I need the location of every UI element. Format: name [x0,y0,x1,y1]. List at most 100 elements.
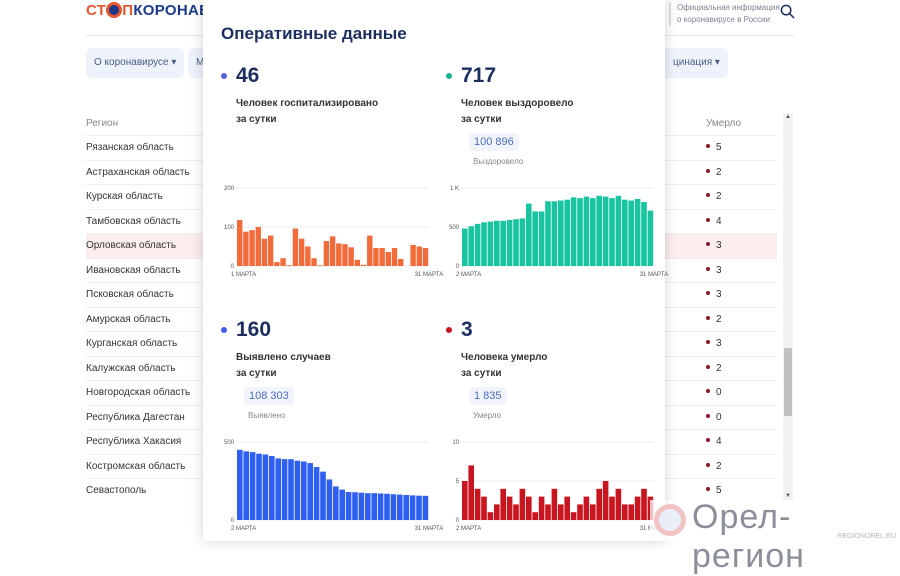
bar[interactable] [596,195,602,266]
bar[interactable] [288,459,294,520]
bar[interactable] [348,247,354,266]
bar[interactable] [274,262,280,266]
bar[interactable] [237,219,243,266]
bar[interactable] [262,454,269,520]
bar[interactable] [329,236,336,266]
bar[interactable] [641,488,647,520]
bar[interactable] [269,456,275,520]
bar[interactable] [622,199,628,266]
bar[interactable] [398,258,404,266]
search-icon[interactable] [780,4,795,19]
bar[interactable] [367,235,373,266]
bar[interactable] [468,465,474,520]
bar[interactable] [385,251,392,266]
bar[interactable] [558,200,564,266]
bar[interactable] [294,460,301,520]
bar[interactable] [500,488,506,520]
bar[interactable] [634,198,641,266]
bar[interactable] [551,201,558,266]
bar[interactable] [551,488,558,520]
bar[interactable] [583,496,590,520]
bar[interactable] [313,466,320,520]
bar[interactable] [307,463,313,520]
bar[interactable] [628,200,634,266]
bar[interactable] [647,210,654,266]
bar[interactable] [474,223,481,266]
bar[interactable] [281,459,288,520]
nav-vaccination[interactable]: цинация ▾ [665,48,728,78]
bar[interactable] [317,265,323,266]
bar[interactable] [609,198,615,266]
bar[interactable] [373,248,379,266]
bar[interactable] [602,196,609,266]
bar[interactable] [365,493,371,520]
bar[interactable] [462,481,468,520]
scroll-down-icon[interactable]: ▼ [785,493,791,499]
bar[interactable] [590,198,596,266]
bar[interactable] [615,488,622,520]
bar[interactable] [422,495,429,520]
bar[interactable] [275,458,281,520]
bar[interactable] [345,491,352,520]
bar[interactable] [570,197,577,266]
bar[interactable] [538,496,545,520]
bar[interactable] [243,451,249,520]
bar[interactable] [500,220,506,266]
scrollbar[interactable]: ▲ ▼ [783,113,793,500]
bar[interactable] [532,512,538,520]
bar[interactable] [526,496,532,520]
bar[interactable] [305,246,311,267]
bar[interactable] [506,219,513,266]
bar[interactable] [513,504,519,520]
bar[interactable] [416,246,423,267]
scrollbar-thumb[interactable] [784,348,792,416]
bar[interactable] [416,495,422,520]
bar[interactable] [558,504,564,520]
bar[interactable] [577,504,583,520]
bar[interactable] [564,496,570,520]
bar[interactable] [390,494,397,520]
bar[interactable] [391,248,398,266]
bar[interactable] [403,495,409,520]
site-logo[interactable]: СТ ПКОРОНАВИ [86,2,222,19]
bar[interactable] [506,496,513,520]
bar[interactable] [609,496,615,520]
col-region[interactable]: Регион [86,118,119,129]
bar[interactable] [311,258,317,266]
bar[interactable] [384,493,390,520]
bar[interactable] [326,479,333,520]
bar[interactable] [409,495,416,520]
bar[interactable] [487,512,494,520]
bar[interactable] [379,248,385,266]
bar[interactable] [360,264,367,266]
bar[interactable] [494,504,500,520]
bar[interactable] [519,488,526,520]
bar[interactable] [422,248,429,266]
bar[interactable] [256,453,262,520]
bar[interactable] [261,238,268,266]
bar[interactable] [526,203,532,266]
bar[interactable] [545,504,551,520]
bar[interactable] [333,486,339,520]
nav-about[interactable]: О коронавирусе ▾ [86,48,185,78]
bar[interactable] [255,227,261,266]
bar[interactable] [513,219,519,266]
bar[interactable] [602,481,609,520]
bar[interactable] [468,226,474,266]
bar[interactable] [545,201,551,266]
bar[interactable] [352,492,358,520]
bar[interactable] [286,265,292,266]
bar[interactable] [628,504,634,520]
bar[interactable] [371,493,377,520]
bar[interactable] [237,449,243,520]
bar[interactable] [397,494,403,520]
bar[interactable] [323,241,330,266]
bar[interactable] [410,244,416,266]
bar[interactable] [377,493,384,520]
bar[interactable] [577,198,583,266]
bar[interactable] [641,202,647,266]
col-died[interactable]: Умерло [706,118,742,129]
bar[interactable] [358,492,365,520]
bar[interactable] [354,259,361,266]
bar[interactable] [336,243,342,266]
